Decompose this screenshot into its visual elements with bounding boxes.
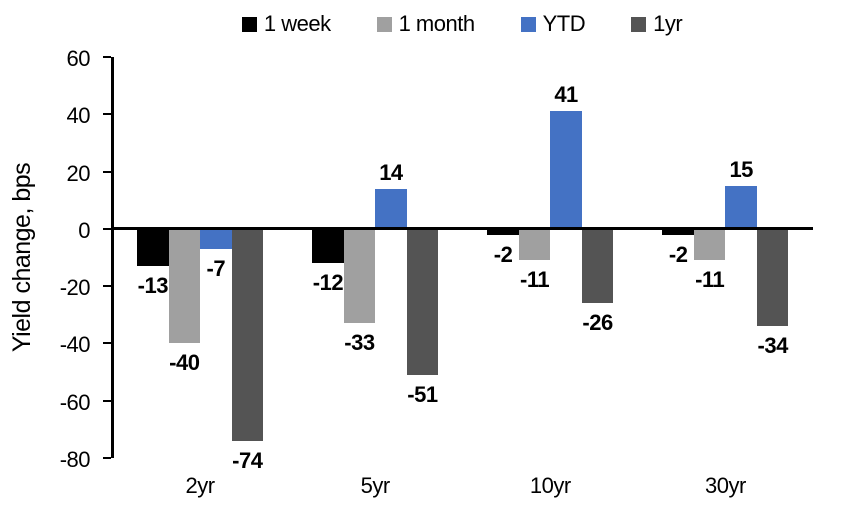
- bar-value-label: 41: [554, 82, 578, 108]
- bar-value-label: -74: [232, 447, 263, 473]
- bar-value-label: -26: [582, 310, 613, 336]
- y-tick-label: 0: [78, 217, 90, 243]
- legend-item-1yr: 1yr: [631, 11, 683, 37]
- bar-YTD-2yr: [200, 228, 232, 249]
- bar-YTD-5yr: [375, 188, 407, 229]
- y-tick-mark: [103, 227, 111, 230]
- bar-1yr-2yr: [231, 228, 264, 441]
- bar-value-label: 14: [379, 159, 403, 185]
- bar-1-week-5yr: [312, 228, 344, 264]
- bar-value-label: 15: [729, 156, 753, 182]
- bar-value-label: -11: [520, 267, 550, 293]
- y-tick-label: -40: [59, 332, 91, 358]
- bar-value-label: -12: [312, 270, 344, 296]
- x-category-label: 5yr: [360, 473, 391, 498]
- bar-1-month-2yr: [168, 228, 201, 344]
- legend-item-1-month: 1 month: [376, 11, 476, 37]
- zero-line: [111, 227, 813, 231]
- bar-YTD-30yr: [725, 185, 757, 229]
- bar-value-label: -2: [668, 241, 688, 267]
- y-tick-mark: [103, 342, 111, 345]
- y-tick-label: -60: [59, 389, 91, 415]
- bar-value-label: -33: [344, 330, 375, 356]
- bar-1yr-10yr: [581, 228, 614, 304]
- legend-label: 1 week: [263, 11, 331, 36]
- legend-swatch-icon: [520, 16, 536, 32]
- legend-swatch-icon: [631, 16, 647, 32]
- x-category-label: 10yr: [529, 473, 571, 498]
- legend-swatch-icon: [241, 16, 257, 32]
- bar-1-month-5yr: [343, 228, 376, 324]
- y-tick-mark: [103, 113, 111, 116]
- bar-1-month-30yr: [693, 228, 726, 261]
- bar-value-label: -2: [493, 241, 513, 267]
- bar-value-label: -34: [757, 333, 789, 359]
- bar-value-label: -11: [695, 267, 725, 293]
- bar-value-label: -51: [407, 381, 438, 407]
- x-category-label: 2yr: [185, 473, 216, 498]
- y-tick-mark: [103, 399, 111, 402]
- legend: 1 week 1 month YTD 1yr: [111, 8, 813, 40]
- y-tick-label: 20: [66, 160, 91, 186]
- y-tick-mark: [103, 170, 111, 173]
- legend-swatch-icon: [376, 16, 392, 32]
- bar-1-week-10yr: [487, 228, 519, 235]
- bar-1-month-10yr: [518, 228, 551, 261]
- bar-value-label: -40: [169, 350, 200, 376]
- bar-1yr-5yr: [406, 228, 439, 375]
- legend-label: 1yr: [653, 11, 683, 36]
- legend-label: YTD: [542, 11, 586, 36]
- y-tick-mark: [103, 56, 111, 58]
- x-category-label: 30yr: [705, 473, 746, 498]
- bar-1-week-2yr: [137, 228, 169, 267]
- y-tick-mark: [103, 285, 111, 288]
- bar-value-label: -13: [137, 273, 169, 299]
- bar-value-label: -7: [206, 255, 226, 281]
- bar-1-week-30yr: [662, 228, 694, 235]
- y-tick-label: -20: [59, 275, 91, 301]
- bar-YTD-10yr: [550, 111, 582, 229]
- y-tick-label: 60: [66, 46, 91, 71]
- bar-1yr-30yr: [756, 228, 789, 327]
- legend-item-YTD: YTD: [520, 11, 586, 37]
- y-axis-line: [111, 57, 114, 458]
- legend-label: 1 month: [398, 11, 476, 36]
- y-tick-label: -80: [59, 447, 91, 472]
- y-tick-label: 40: [66, 103, 91, 129]
- legend-item-1-week: 1 week: [241, 11, 331, 37]
- y-tick-mark: [103, 457, 111, 459]
